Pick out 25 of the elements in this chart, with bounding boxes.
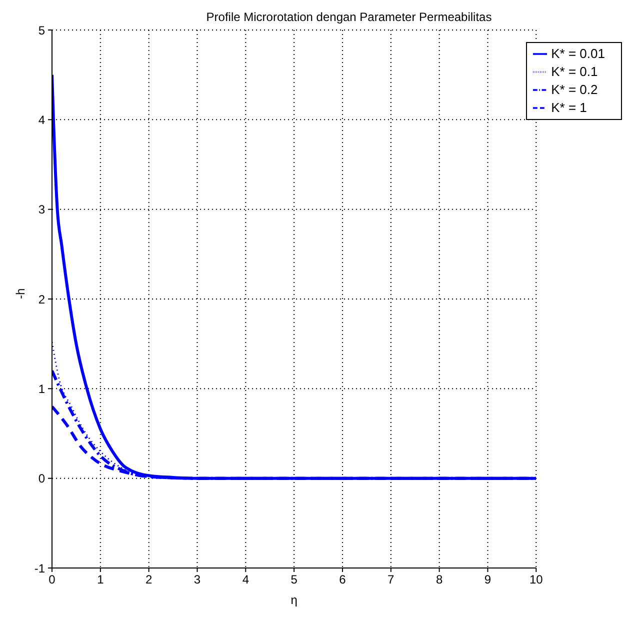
x-tick-label: 6 (339, 572, 346, 587)
y-tick-label: 3 (38, 202, 46, 217)
legend-label: K* = 0.1 (551, 64, 598, 79)
x-tick-label: 0 (48, 572, 56, 587)
chart-title: Profile Microrotation dengan Parameter Permeabilitas (205, 10, 493, 24)
y-axis-title: -h (13, 288, 28, 299)
legend-label: K* = 0.2 (551, 82, 598, 97)
x-tick-label: 2 (145, 572, 152, 587)
x-tick-label: 1 (97, 572, 104, 587)
x-tick-label: 8 (436, 572, 443, 587)
x-tick-label: 4 (242, 572, 250, 587)
legend-label: K* = 1 (551, 100, 587, 115)
y-tick-label: 0 (38, 472, 46, 486)
x-tick-label: 3 (194, 572, 201, 587)
x-axis-title: η (290, 593, 298, 607)
y-tick-label: 5 (38, 23, 46, 38)
legend-label: K* = 0.01 (551, 46, 605, 61)
x-tick-label: 7 (388, 572, 395, 587)
y-tick-label: -1 (34, 561, 46, 576)
x-tick-label: 10 (529, 572, 544, 587)
x-tick-label: 5 (290, 572, 298, 587)
y-tick-label: 4 (38, 112, 46, 127)
x-tick-label: 9 (484, 572, 492, 587)
y-tick-label: 2 (38, 292, 46, 306)
y-tick-label: 1 (38, 382, 46, 396)
